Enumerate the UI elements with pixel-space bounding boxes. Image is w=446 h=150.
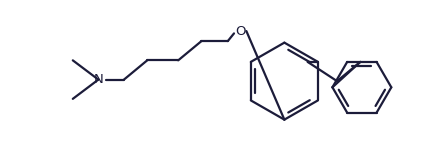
Text: O: O — [235, 25, 245, 38]
Text: N: N — [94, 73, 103, 86]
